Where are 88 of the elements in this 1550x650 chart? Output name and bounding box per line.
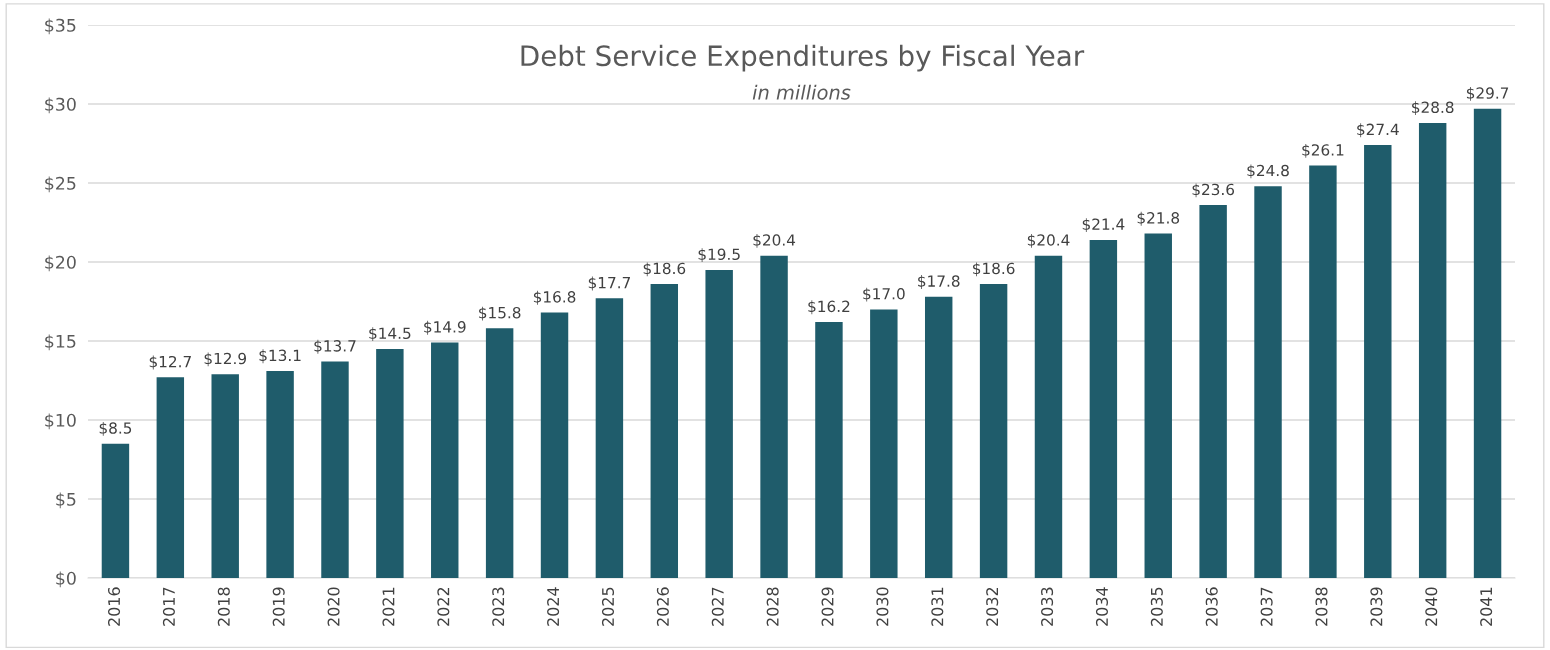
bar (540, 312, 569, 578)
x-tick-label: 2019 (272, 587, 285, 626)
x-tick-label: 2039 (1370, 587, 1383, 626)
x-tick-label: 2035 (1150, 587, 1163, 626)
data-label: $13.7 (314, 339, 356, 354)
bar (266, 371, 294, 578)
bar (924, 296, 953, 578)
bar (211, 374, 239, 578)
x-tick-label: 2021 (382, 587, 395, 626)
y-tick-label: $20 (45, 255, 76, 272)
x-tick-label: 2018 (217, 587, 230, 626)
x-tick-label: 2017 (162, 587, 175, 626)
bar (1199, 205, 1227, 578)
data-label: $28.8 (1412, 101, 1454, 116)
y-tick-label: $30 (45, 97, 76, 114)
bar (485, 328, 514, 578)
bar (1254, 186, 1282, 578)
x-tick-label: 2029 (821, 587, 834, 626)
data-label: $14.9 (424, 320, 466, 335)
x-tick-label: 2030 (876, 587, 889, 626)
data-label: $16.8 (533, 290, 576, 305)
text: Debt Service Expenditures by Fiscal Year (521, 44, 1085, 72)
bar (595, 298, 624, 578)
x-tick-label: 2033 (1041, 587, 1054, 626)
x-tick-label: 2037 (1260, 587, 1273, 626)
x-tick-label: 2038 (1315, 587, 1328, 626)
x-tick-label: 2031 (931, 587, 944, 626)
data-label: $17.7 (588, 276, 630, 291)
data-label: $23.6 (1192, 183, 1235, 198)
data-label: $17.0 (863, 287, 905, 302)
bar (870, 309, 898, 578)
bar (1309, 165, 1337, 578)
data-label: $24.8 (1247, 164, 1289, 179)
data-label: $26.1 (1302, 143, 1344, 158)
bar (1418, 122, 1447, 578)
data-label: $20.4 (753, 233, 796, 248)
bar (1364, 145, 1392, 578)
x-tick-label: 2041 (1480, 587, 1493, 626)
data-label: $21.8 (1137, 211, 1180, 226)
data-label: $16.2 (808, 300, 850, 315)
x-tick-label: 2024 (547, 587, 560, 626)
data-label: $19.5 (698, 248, 740, 263)
x-tick-label: 2016 (108, 587, 121, 626)
x-tick-label: 2022 (437, 587, 450, 626)
bar (1144, 233, 1172, 578)
data-label: $18.6 (972, 262, 1015, 277)
bar (156, 377, 185, 578)
bar (101, 443, 130, 578)
data-label: $8.5 (99, 421, 132, 436)
data-label: $20.4 (1027, 233, 1070, 248)
y-tick-label: $5 (56, 492, 76, 509)
bar (1089, 239, 1118, 578)
x-tick-label: 2036 (1205, 587, 1218, 626)
data-label: $17.8 (918, 275, 960, 289)
y-tick-label: $25 (45, 176, 76, 193)
bar (431, 342, 459, 578)
y-tick-label: $15 (45, 334, 76, 351)
bar (376, 348, 404, 578)
bar (650, 284, 679, 578)
x-tick-label: 2040 (1425, 587, 1438, 626)
bar (1473, 108, 1502, 578)
x-tick-label: 2034 (1095, 587, 1108, 626)
text: in millions (752, 84, 851, 100)
bar (321, 361, 349, 578)
bar (1034, 255, 1063, 578)
x-tick-label: 2025 (601, 587, 615, 626)
x-tick-label: 2028 (766, 587, 779, 626)
y-tick-label: $35 (45, 18, 76, 35)
data-label: $13.1 (259, 349, 301, 364)
x-tick-label: 2026 (656, 587, 669, 626)
bar (705, 269, 733, 578)
data-label: $29.7 (1466, 87, 1509, 101)
data-label: $15.8 (479, 306, 521, 321)
y-tick-label: $0 (56, 571, 76, 588)
x-tick-label: 2023 (492, 587, 505, 626)
y-tick-label: $10 (45, 413, 76, 430)
bar (979, 284, 1008, 578)
bar (760, 255, 788, 578)
x-tick-label: 2027 (711, 587, 724, 626)
bar (815, 322, 843, 578)
data-label: $18.6 (643, 262, 686, 277)
data-label: $27.4 (1357, 123, 1399, 138)
data-label: $14.5 (369, 327, 411, 342)
x-tick-label: 2020 (327, 587, 340, 626)
data-label: $12.9 (204, 352, 247, 367)
x-tick-label: 2032 (986, 587, 999, 626)
data-label: $21.4 (1082, 218, 1125, 232)
data-label: $12.7 (149, 355, 191, 370)
